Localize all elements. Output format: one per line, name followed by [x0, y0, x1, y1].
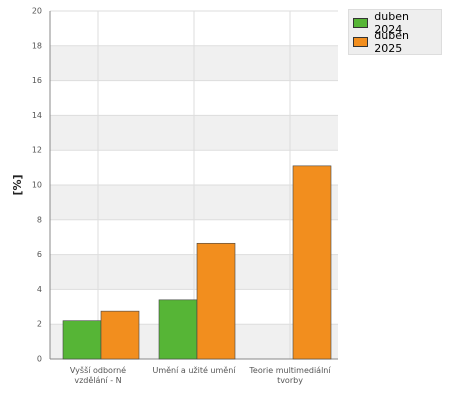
y-tick-label: 12 — [32, 146, 42, 155]
y-tick-label: 20 — [32, 7, 42, 16]
legend-item: duben 2024 — [353, 10, 437, 36]
y-tick-label: 16 — [32, 76, 42, 85]
y-tick-label: 10 — [32, 181, 42, 190]
bar — [292, 165, 332, 360]
y-tick-label: 14 — [32, 111, 42, 120]
bar — [62, 320, 102, 360]
legend-label: duben 2024 — [374, 9, 409, 36]
legend-swatch — [353, 36, 369, 47]
bar — [196, 242, 236, 360]
bar — [158, 299, 198, 360]
y-axis-label: [%] — [11, 174, 24, 195]
x-tick-label: Umění a užité umění — [152, 366, 236, 375]
y-tick-label: 0 — [37, 355, 42, 364]
legend: duben 2024 duben 2025 — [348, 9, 442, 55]
y-tick-label: 4 — [37, 285, 42, 294]
y-tick-label: 2 — [37, 320, 42, 329]
x-tick-label: Vyšší odborné vzdělání - N — [69, 366, 127, 385]
legend-label: duben 2025 — [374, 28, 409, 55]
legend-item: duben 2025 — [353, 29, 437, 55]
x-tick-label: Teorie multimediální tvorby — [249, 366, 331, 385]
y-tick-label: 6 — [37, 250, 42, 259]
y-tick-label: 18 — [32, 41, 42, 50]
legend-swatch — [353, 17, 369, 28]
y-tick-label: 8 — [37, 215, 42, 224]
bar — [100, 310, 140, 360]
